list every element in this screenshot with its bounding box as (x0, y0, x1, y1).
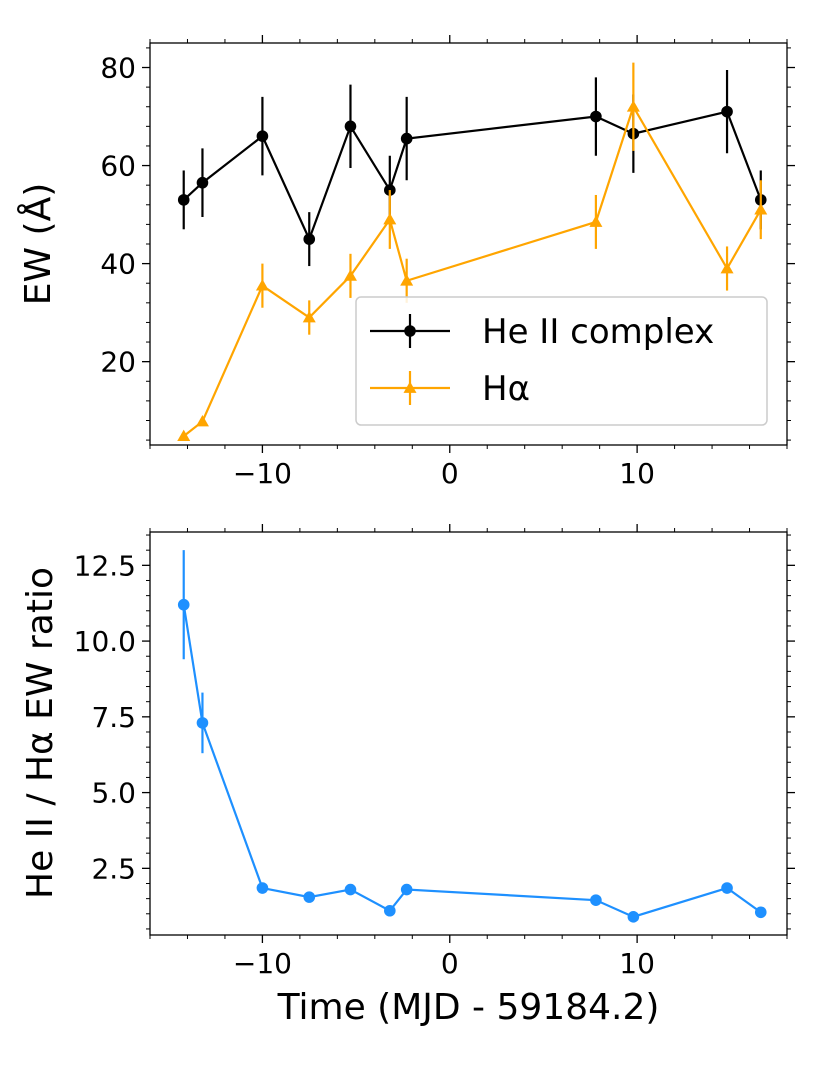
data-point (754, 906, 767, 919)
x-tick-label: −10 (233, 947, 292, 980)
y-tick-label: 60 (100, 150, 136, 183)
y-tick-label: 10.0 (74, 625, 136, 658)
y-tick-label: 20 (100, 346, 136, 379)
data-point (196, 176, 209, 189)
data-point (177, 429, 191, 442)
y-axis-label: EW (Å) (16, 183, 59, 306)
data-point (626, 100, 640, 112)
legend-label: Hα (482, 369, 530, 409)
x-tick-label: 10 (619, 457, 655, 490)
data-point (344, 120, 357, 133)
x-tick-label: 10 (619, 947, 655, 980)
y-tick-label: 12.5 (74, 549, 136, 582)
data-point (255, 279, 269, 291)
y-axis-label: He II / Hα EW ratio (20, 567, 61, 899)
data-point (589, 215, 603, 227)
data-point (256, 130, 269, 142)
y-tick-label: 2.5 (91, 852, 136, 885)
data-point (383, 212, 397, 225)
data-point (196, 717, 209, 729)
data-point (195, 414, 209, 427)
data-point (303, 233, 316, 245)
y-tick-label: 40 (100, 248, 136, 281)
data-point (302, 311, 316, 323)
data-point (303, 891, 316, 903)
series-line (182, 604, 762, 918)
plot-frame (149, 531, 788, 936)
legend-marker (403, 381, 417, 393)
legend: He II complex Hα (355, 296, 768, 426)
x-tick-label: −10 (233, 457, 292, 490)
x-tick-label: 0 (441, 947, 459, 980)
series-h- (177, 62, 768, 442)
data-point (590, 894, 602, 906)
data-point (627, 911, 640, 923)
x-tick-label: 0 (441, 457, 459, 490)
data-point (343, 269, 357, 281)
data-point (177, 194, 190, 206)
data-point (720, 262, 734, 274)
data-point (344, 883, 357, 896)
data-point (400, 132, 413, 145)
data-point (400, 274, 414, 286)
data-point (400, 883, 413, 896)
data-point (590, 110, 602, 123)
legend-box (355, 296, 768, 426)
series-he-ii-h-ratio (177, 550, 767, 923)
data-point (256, 882, 269, 894)
legend-marker (404, 325, 416, 337)
data-point (721, 882, 733, 894)
data-point (177, 598, 190, 611)
legend-label: He II complex (482, 312, 714, 352)
top-panel: −10 0 10 20 40 60 80 EW (Å) He II complex Hα (16, 35, 795, 490)
bottom-panel: −10 0 10 2.5 5.0 7.5 10.0 12.5 He II / Hα EW rat… (20, 524, 795, 1028)
y-tick-label: 5.0 (91, 777, 136, 810)
series-he-ii-complex (177, 69, 767, 267)
data-point (754, 203, 768, 215)
y-tick-label: 80 (100, 52, 136, 85)
data-point (721, 105, 733, 118)
data-point (384, 904, 396, 917)
y-tick-label: 7.5 (91, 701, 136, 734)
x-axis-label: Time (MJD - 59184.2) (277, 987, 660, 1028)
